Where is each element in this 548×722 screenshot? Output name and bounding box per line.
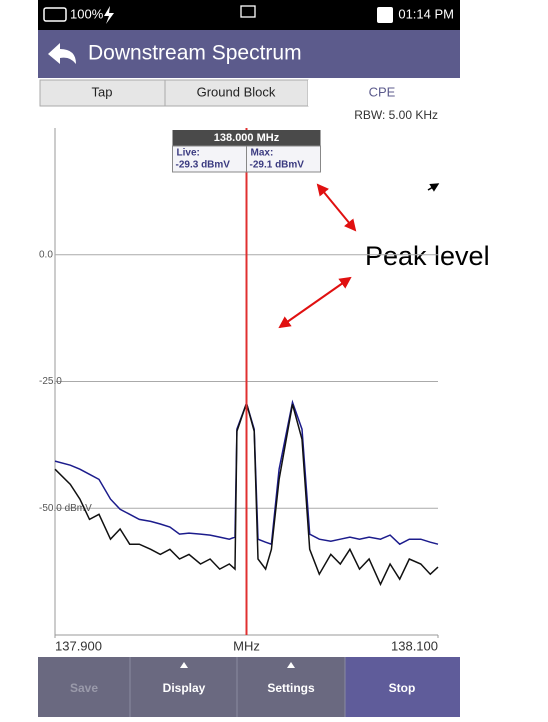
annotation: Peak level [365,241,490,271]
y-tick-label: -50.0 dBmV [39,503,92,514]
rbw: RBW: 5.00 KHz [354,108,438,122]
battery-icon [43,7,67,22]
display-button[interactable]: Display [163,681,206,695]
tab-label: Ground Block [197,84,276,99]
battery-level: 100% [70,6,104,21]
readout-value: -29.3 dBmV [176,160,231,171]
tab-label: Tap [92,84,113,99]
trace [54,400,439,587]
readout-name: Live: [177,148,200,159]
annotation-arrow [278,276,352,329]
settings-button[interactable]: Settings [267,681,315,695]
x-tick-label: 138.100 [391,638,438,653]
tab-label: CPE [369,84,396,99]
readout-box [172,145,247,173]
tab-cpe[interactable] [308,80,458,106]
stop-bg [345,657,460,717]
y-tick-label: -25.0 [39,376,62,387]
pointer-arrow [427,183,440,192]
save-button[interactable]: Save [70,681,98,695]
stop-button[interactable]: Stop [389,681,416,695]
readout-name: Max: [251,148,274,159]
readout-box [246,145,321,173]
header-title: Downstream Spectrum [88,42,302,65]
y-tick-label: 0.0 [39,249,53,260]
annotation-arrow [316,183,357,232]
clock: 01:14 PM [398,6,454,21]
header [38,30,460,78]
x-axis-label: MHz [233,638,260,653]
charging-icon [104,6,114,24]
notification-icon [240,5,256,18]
ethernet-icon [377,7,393,23]
marker-label: 138.000 MHz [214,132,280,144]
back-button[interactable] [48,43,76,64]
tab-ground-block[interactable] [164,79,309,107]
x-tick-label: 137.900 [55,638,102,653]
marker-box [172,130,321,146]
readout-value: -29.1 dBmV [250,160,305,171]
